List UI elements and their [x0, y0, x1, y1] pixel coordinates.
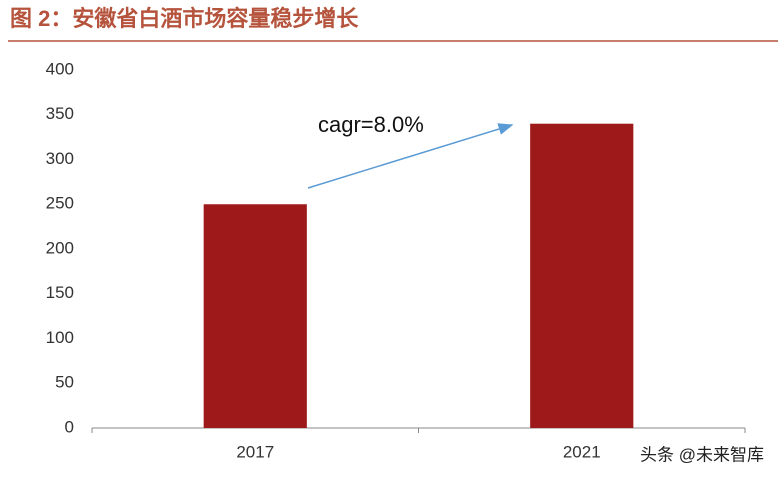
annotation: cagr=8.0% [318, 112, 424, 137]
bar [530, 123, 634, 428]
y-tick-label: 200 [46, 238, 74, 257]
chart-title: 图 2：安徽省白酒市场容量稳步增长 [10, 6, 359, 31]
y-tick-label: 150 [46, 283, 74, 302]
x-tick-label: 2017 [236, 442, 274, 461]
bar [203, 204, 307, 428]
y-tick-label: 350 [46, 104, 74, 123]
x-tick-label: 2021 [563, 442, 601, 461]
y-tick-label: 100 [46, 328, 74, 347]
annotation-arrow [307, 123, 514, 189]
y-tick-label: 250 [46, 194, 74, 213]
watermark: 头条 @未来智库 [640, 445, 764, 464]
y-tick-label: 0 [65, 417, 74, 436]
y-tick-label: 50 [55, 373, 74, 392]
y-tick-label: 300 [46, 149, 74, 168]
y-tick-label: 400 [46, 59, 74, 78]
